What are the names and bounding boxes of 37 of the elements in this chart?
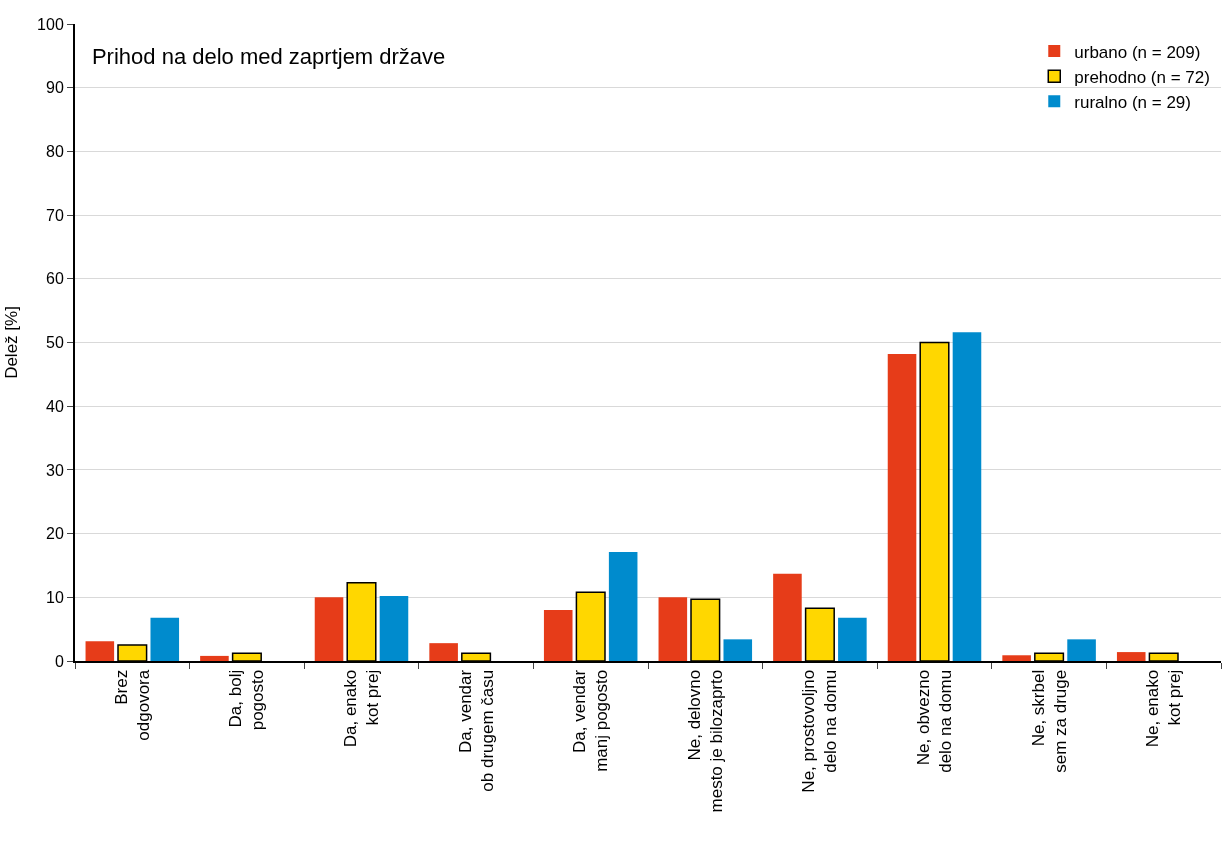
x-tick-label: Da, bolj pogosto: [226, 669, 268, 731]
bar: [429, 643, 458, 661]
bar: [838, 617, 867, 661]
bar: [85, 641, 115, 661]
y-tick-label: 10: [46, 588, 64, 606]
y-tick-label: 100: [37, 15, 64, 33]
bar: [887, 353, 917, 661]
bar: [1067, 639, 1096, 661]
y-tick-label: 70: [46, 206, 64, 224]
x-tick-label: Ne, enako kot prej: [1143, 669, 1185, 748]
bar: [1116, 652, 1146, 661]
x-tick-label: Da, enako kot prej: [340, 669, 383, 748]
y-tick-label: 0: [54, 652, 64, 670]
y-tick-label: 40: [46, 397, 64, 415]
y-tick-label: 90: [46, 79, 64, 97]
bar: [773, 573, 802, 661]
y-tick-label: 30: [46, 461, 64, 479]
x-tick-label: Brez odgovora: [111, 669, 153, 741]
y-tick-label: 80: [46, 143, 64, 160]
bar: [150, 617, 180, 661]
text: Prihod na delo med zaprtjem države: [91, 43, 446, 69]
legend-label: urbano (n = 209): [1074, 42, 1201, 62]
y-tick-label: 50: [46, 334, 64, 352]
bar: [543, 610, 573, 661]
bar: [314, 597, 344, 661]
legend-label: ruralno (n = 29): [1074, 92, 1191, 112]
bar: [379, 596, 409, 661]
bar: [723, 639, 753, 661]
bar: [1002, 655, 1031, 661]
legend-label: prehodno (n = 72): [1074, 67, 1210, 87]
bar: [952, 332, 982, 661]
y-axis-title: Delež [%]: [2, 306, 22, 379]
bar: [608, 552, 638, 661]
y-tick-label: 60: [46, 270, 64, 288]
bar: [658, 597, 688, 661]
bar: [200, 655, 229, 661]
y-tick-label: 20: [46, 525, 64, 543]
